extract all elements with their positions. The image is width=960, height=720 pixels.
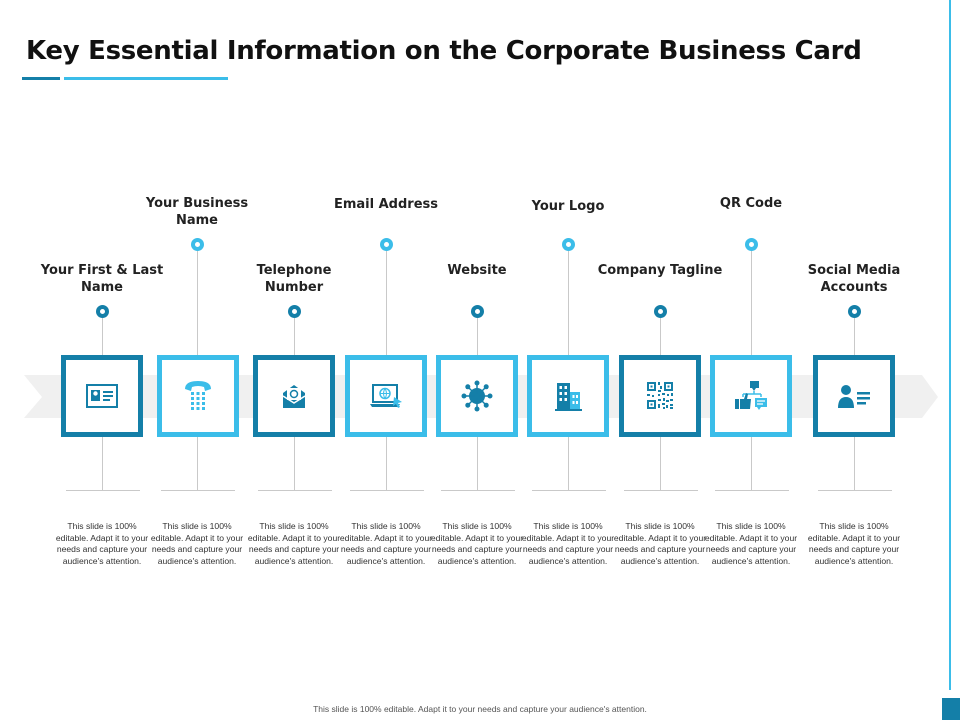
item-base-line: [350, 490, 424, 491]
timeline-marker: [471, 305, 484, 318]
timeline-marker: [96, 305, 109, 318]
item-description: This slide is 100% editable. Adapt it to…: [339, 521, 433, 566]
timeline-marker: [654, 305, 667, 318]
timeline-marker: [745, 238, 758, 251]
item-description: This slide is 100% editable. Adapt it to…: [521, 521, 615, 566]
building-icon: [555, 383, 582, 411]
item-description: This slide is 100% editable. Adapt it to…: [150, 521, 244, 566]
telephone-icon: [185, 381, 211, 410]
timeline-marker: [848, 305, 861, 318]
icon-box[interactable]: [345, 355, 427, 437]
icon-box[interactable]: [157, 355, 239, 437]
footer-note: This slide is 100% editable. Adapt it to…: [313, 704, 647, 714]
item-description: This slide is 100% editable. Adapt it to…: [247, 521, 341, 566]
person-profile-icon: [838, 385, 870, 408]
qr-code-icon: [647, 382, 673, 409]
item-description: This slide is 100% editable. Adapt it to…: [807, 521, 901, 566]
item-description: This slide is 100% editable. Adapt it to…: [704, 521, 798, 566]
item-label: QR Code: [719, 196, 783, 211]
timeline-marker: [191, 238, 204, 251]
corner-accent-box: [942, 698, 960, 720]
item-label: Company Tagline: [597, 263, 723, 278]
email-envelope-icon: [282, 385, 306, 408]
page-title: Key Essential Information on the Corpora…: [26, 36, 862, 66]
item-label: Telephone Number: [256, 263, 332, 295]
item-label: Your First & Last Name: [40, 263, 164, 295]
icon-box[interactable]: [710, 355, 792, 437]
timeline-marker: [562, 238, 575, 251]
item-label: Email Address: [333, 197, 438, 212]
item-base-line: [441, 490, 515, 491]
icon-box[interactable]: [813, 355, 895, 437]
social-media-icon: [735, 381, 767, 410]
item-description: This slide is 100% editable. Adapt it to…: [55, 521, 149, 566]
item-base-line: [715, 490, 789, 491]
item-base-line: [532, 490, 606, 491]
gear-network-icon: [461, 380, 493, 412]
title-underline-dark: [22, 77, 60, 80]
item-description: This slide is 100% editable. Adapt it to…: [613, 521, 707, 566]
item-label: Your Business Name: [145, 196, 249, 228]
icon-box[interactable]: [527, 355, 609, 437]
timeline-marker: [288, 305, 301, 318]
id-card-icon: [86, 384, 118, 408]
item-base-line: [161, 490, 235, 491]
item-base-line: [258, 490, 332, 491]
icon-box[interactable]: [436, 355, 518, 437]
item-base-line: [818, 490, 892, 491]
item-base-line: [66, 490, 140, 491]
item-label: Social Media Accounts: [807, 263, 901, 295]
right-accent-bar: [949, 0, 951, 690]
title-underline-light: [64, 77, 228, 80]
timeline-marker: [380, 238, 393, 251]
item-description: This slide is 100% editable. Adapt it to…: [430, 521, 524, 566]
item-label: Website: [447, 263, 507, 278]
icon-box[interactable]: [253, 355, 335, 437]
website-laptop-icon: [370, 384, 402, 408]
icon-box[interactable]: [61, 355, 143, 437]
icon-box[interactable]: [619, 355, 701, 437]
item-label: Your Logo: [531, 199, 605, 214]
item-base-line: [624, 490, 698, 491]
